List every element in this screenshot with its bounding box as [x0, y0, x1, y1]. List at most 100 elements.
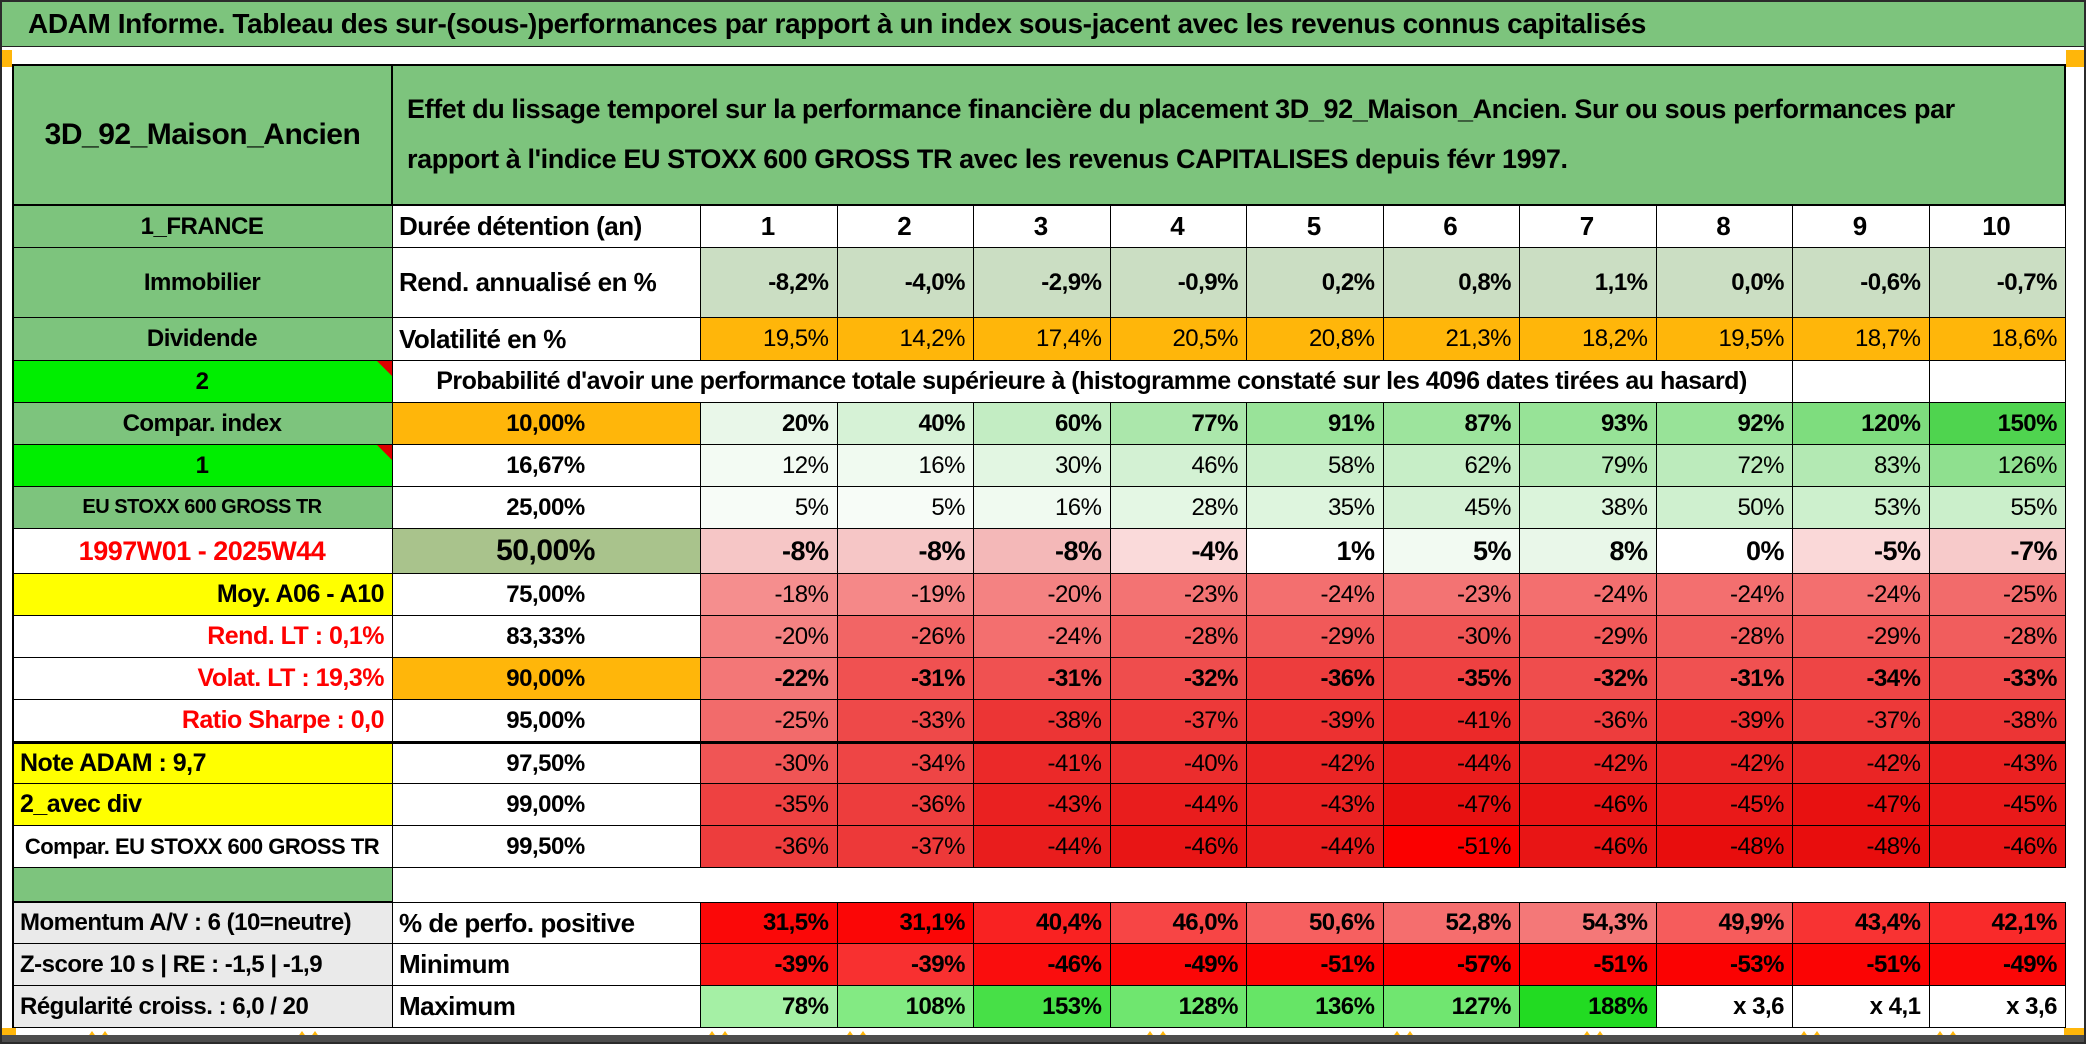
table-cell[interactable]: 5%	[837, 487, 974, 529]
unit-cell[interactable]: 75,00%	[393, 574, 701, 616]
table-cell[interactable]: -44%	[974, 826, 1111, 868]
table-cell[interactable]: -0,9%	[1110, 248, 1247, 318]
table-cell[interactable]: -39%	[837, 944, 974, 986]
table-cell[interactable]: -43%	[1247, 784, 1384, 826]
table-cell[interactable]: 136%	[1247, 986, 1384, 1028]
table-cell[interactable]: -19%	[837, 574, 974, 616]
table-cell[interactable]: -46%	[1520, 784, 1657, 826]
table-cell[interactable]: -32%	[1520, 658, 1657, 700]
row-label[interactable]: Note ADAM : 9,7	[14, 742, 393, 784]
table-cell[interactable]: -24%	[974, 616, 1111, 658]
table-cell[interactable]: 9	[1793, 206, 1930, 248]
unit-cell[interactable]: 99,00%	[393, 784, 701, 826]
unit-cell[interactable]: % de perfo. positive	[393, 902, 701, 944]
table-cell[interactable]: -39%	[1247, 700, 1384, 742]
unit-cell[interactable]: 99,50%	[393, 826, 701, 868]
table-cell[interactable]: 55%	[1929, 487, 2066, 529]
unit-cell[interactable]: Rend. annualisé en %	[393, 248, 701, 318]
table-cell[interactable]: 10	[1929, 206, 2066, 248]
row-label[interactable]: EU STOXX 600 GROSS TR	[14, 487, 393, 529]
table-cell[interactable]: -8%	[701, 529, 838, 574]
table-cell[interactable]: -51%	[1793, 944, 1930, 986]
table-cell[interactable]: 1%	[1247, 529, 1384, 574]
table-cell[interactable]	[1929, 361, 2066, 403]
table-cell[interactable]: -35%	[701, 784, 838, 826]
table-cell[interactable]: 2	[837, 206, 974, 248]
unit-cell[interactable]: 16,67%	[393, 445, 701, 487]
row-label[interactable]: Dividende	[14, 318, 393, 361]
row-label[interactable]: 2_avec div	[14, 784, 393, 826]
table-cell[interactable]: 38%	[1520, 487, 1657, 529]
table-cell[interactable]: 43,4%	[1793, 902, 1930, 944]
row-label[interactable]: 1_FRANCE	[14, 206, 393, 248]
table-cell[interactable]: -23%	[1110, 574, 1247, 616]
table-cell[interactable]: 20,8%	[1247, 318, 1384, 361]
table-cell[interactable]: 62%	[1383, 445, 1520, 487]
table-cell[interactable]: -40%	[1110, 742, 1247, 784]
row-label[interactable]: Rend. LT : 0,1%	[14, 616, 393, 658]
table-cell[interactable]: -46%	[1110, 826, 1247, 868]
table-cell[interactable]: 50%	[1656, 487, 1793, 529]
table-cell[interactable]: 0%	[1656, 529, 1793, 574]
table-cell[interactable]: -37%	[1110, 700, 1247, 742]
table-cell[interactable]: 79%	[1520, 445, 1657, 487]
table-cell[interactable]	[1793, 361, 1930, 403]
table-cell[interactable]: -31%	[1656, 658, 1793, 700]
table-cell[interactable]: -26%	[837, 616, 974, 658]
table-cell[interactable]: 0,2%	[1247, 248, 1384, 318]
table-cell[interactable]: 18,7%	[1793, 318, 1930, 361]
table-cell[interactable]: 45%	[1383, 487, 1520, 529]
table-cell[interactable]: 1	[701, 206, 838, 248]
table-cell[interactable]: 18,2%	[1520, 318, 1657, 361]
table-cell[interactable]: -48%	[1656, 826, 1793, 868]
row-label[interactable]: Compar. EU STOXX 600 GROSS TR	[14, 826, 393, 868]
asset-name-cell[interactable]: 3D_92_Maison_Ancien	[14, 66, 393, 204]
table-cell[interactable]: 5%	[1383, 529, 1520, 574]
table-cell[interactable]	[393, 868, 2066, 902]
table-cell[interactable]: 87%	[1383, 403, 1520, 445]
table-cell[interactable]: 30%	[974, 445, 1111, 487]
table-cell[interactable]: 72%	[1656, 445, 1793, 487]
unit-cell[interactable]: 90,00%	[393, 658, 701, 700]
table-cell[interactable]: -8%	[837, 529, 974, 574]
table-cell[interactable]: -48%	[1793, 826, 1930, 868]
table-cell[interactable]: -34%	[1793, 658, 1930, 700]
table-cell[interactable]: 46,0%	[1110, 902, 1247, 944]
table-cell[interactable]: 58%	[1247, 445, 1384, 487]
table-cell[interactable]: -42%	[1656, 742, 1793, 784]
table-cell[interactable]: -51%	[1520, 944, 1657, 986]
table-cell[interactable]: -39%	[1656, 700, 1793, 742]
table-cell[interactable]: -23%	[1383, 574, 1520, 616]
table-cell[interactable]: 19,5%	[1656, 318, 1793, 361]
table-cell[interactable]: 93%	[1520, 403, 1657, 445]
table-cell[interactable]: 18,6%	[1929, 318, 2066, 361]
table-cell[interactable]: x 3,6	[1656, 986, 1793, 1028]
table-cell[interactable]: -4%	[1110, 529, 1247, 574]
table-cell[interactable]: -41%	[1383, 700, 1520, 742]
table-cell[interactable]: -38%	[974, 700, 1111, 742]
table-cell[interactable]: 31,1%	[837, 902, 974, 944]
table-cell[interactable]: -32%	[1110, 658, 1247, 700]
table-cell[interactable]: 5%	[701, 487, 838, 529]
table-cell[interactable]: -25%	[701, 700, 838, 742]
unit-cell[interactable]: Volatilité en %	[393, 318, 701, 361]
table-cell[interactable]: 20%	[701, 403, 838, 445]
unit-cell[interactable]: 83,33%	[393, 616, 701, 658]
table-cell[interactable]: -24%	[1656, 574, 1793, 616]
table-cell[interactable]: -30%	[1383, 616, 1520, 658]
table-cell[interactable]: 83%	[1793, 445, 1930, 487]
table-cell[interactable]: -42%	[1247, 742, 1384, 784]
table-cell[interactable]: -20%	[974, 574, 1111, 616]
table-cell[interactable]: 53%	[1793, 487, 1930, 529]
table-cell[interactable]: -8%	[974, 529, 1111, 574]
table-cell[interactable]: -36%	[1520, 700, 1657, 742]
table-cell[interactable]: -5%	[1793, 529, 1930, 574]
table-cell[interactable]: 127%	[1383, 986, 1520, 1028]
table-cell[interactable]: -42%	[1793, 742, 1930, 784]
table-cell[interactable]: -24%	[1520, 574, 1657, 616]
table-cell[interactable]: 6	[1383, 206, 1520, 248]
table-cell[interactable]: -47%	[1793, 784, 1930, 826]
table-cell[interactable]: 77%	[1110, 403, 1247, 445]
row-label[interactable]: Momentum A/V : 6 (10=neutre)	[14, 902, 393, 944]
table-cell[interactable]: -49%	[1110, 944, 1247, 986]
